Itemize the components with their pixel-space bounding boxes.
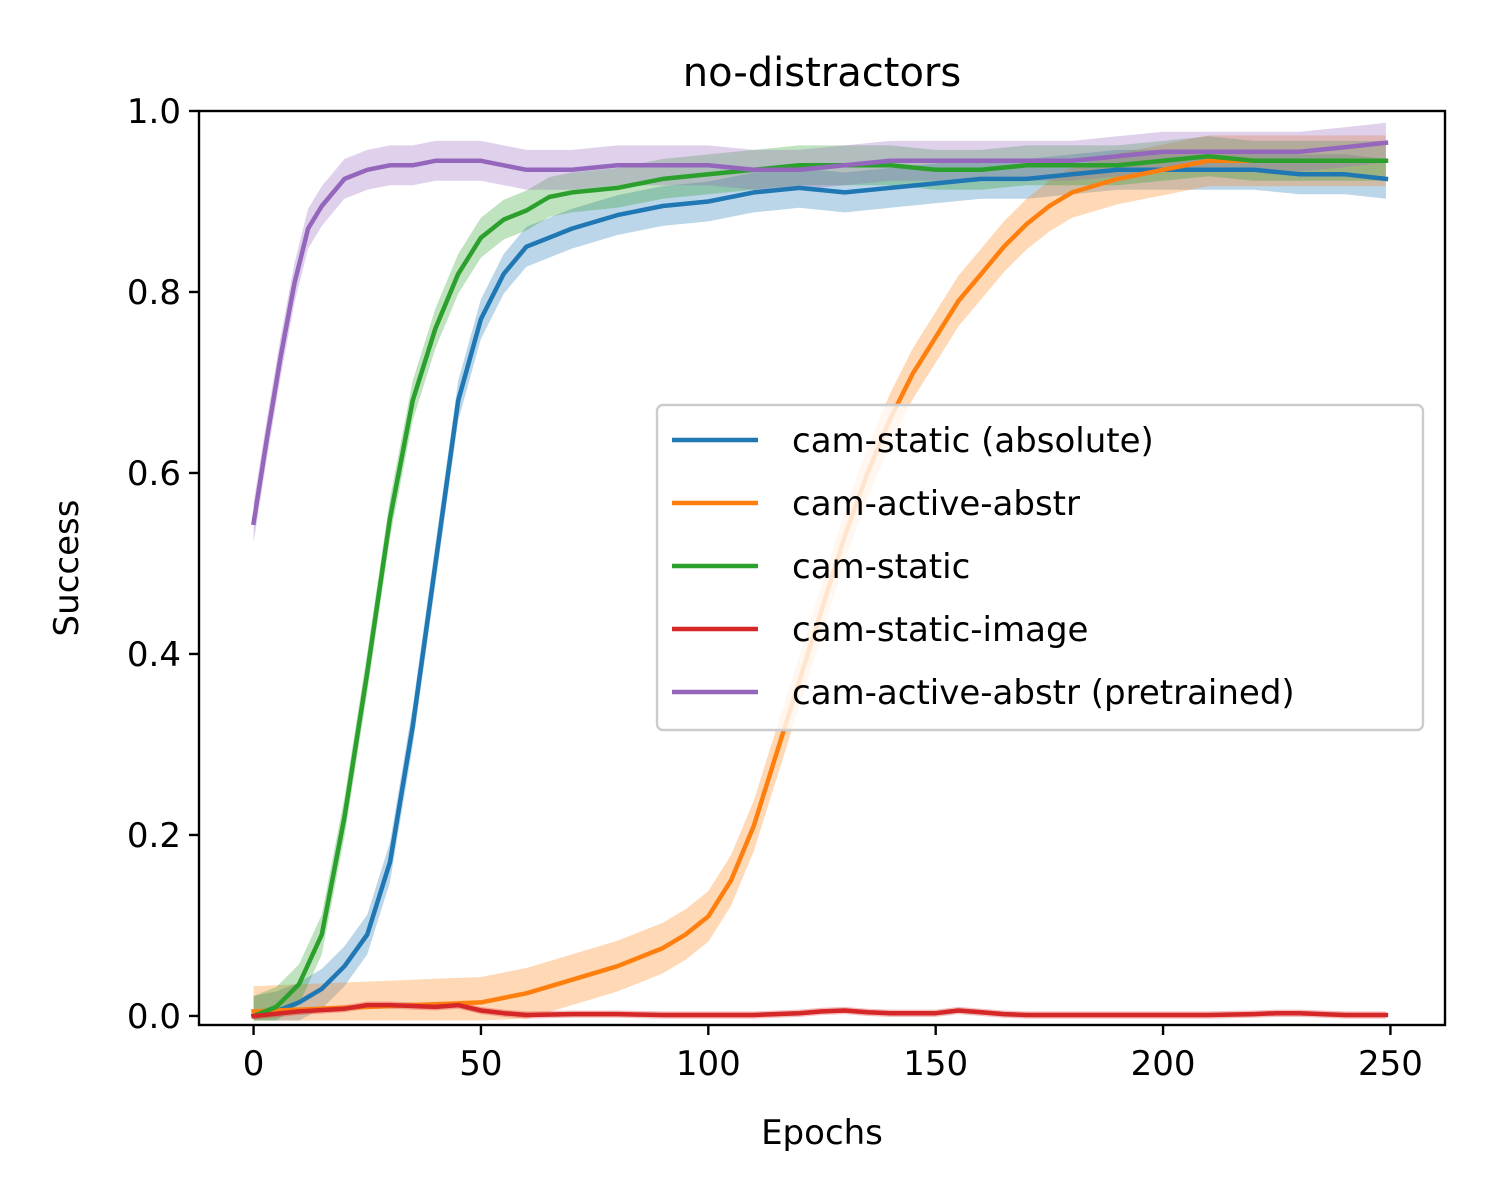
legend-label-cam-static: cam-static [792, 547, 970, 587]
series-line-cam-active-abstr-pretrained [251, 140, 1389, 526]
x-axis-label: Epochs [761, 1113, 883, 1153]
y-tick-label: 0.2 [127, 816, 181, 856]
y-tick-label: 1.0 [127, 92, 181, 132]
x-tick-label: 0 [243, 1044, 265, 1084]
series-line-cam-static-absolute [250, 167, 1389, 1019]
legend-label-cam-active-abstr-pretrained: cam-active-abstr (pretrained) [792, 673, 1295, 713]
y-axis-ticks: 0.0 0.2 0.4 0.6 0.8 1.0 [127, 92, 199, 1037]
x-tick-label: 200 [1131, 1044, 1196, 1084]
legend-label-cam-static-image: cam-static-image [792, 610, 1088, 650]
y-tick-label: 0.4 [127, 635, 181, 675]
y-tick-label: 0.0 [127, 997, 181, 1037]
legend-frame [655, 403, 1425, 732]
legend: cam-static (absolute) cam-active-abstr cam… [655, 403, 1425, 732]
legend-label-cam-active-abstr: cam-active-abstr [792, 484, 1080, 524]
chart-title: no-distractors [683, 50, 961, 96]
series-line-cam-static [250, 153, 1389, 1019]
y-tick-label: 0.6 [127, 454, 181, 494]
band-cam-active-abstr-pretrained [253, 122, 1386, 543]
y-tick-label: 0.8 [127, 273, 181, 313]
x-tick-label: 250 [1358, 1044, 1423, 1084]
x-tick-label: 150 [903, 1044, 968, 1084]
x-tick-label: 100 [676, 1044, 741, 1084]
x-tick-label: 50 [459, 1044, 502, 1084]
y-axis-label: Success [47, 500, 87, 637]
plot-frame [197, 109, 1447, 1027]
x-axis-ticks: 0 50 100 150 200 250 [243, 1025, 1423, 1084]
series-line-cam-static-image [251, 1002, 1389, 1019]
legend-label-cam-static-absolute: cam-static (absolute) [792, 421, 1154, 461]
